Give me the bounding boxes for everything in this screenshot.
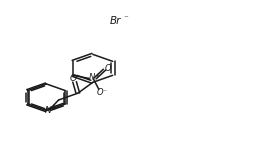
Text: ⁻: ⁻: [103, 87, 107, 96]
Text: +: +: [50, 103, 57, 112]
Text: N: N: [89, 73, 95, 82]
Text: N: N: [44, 106, 51, 115]
Text: O: O: [104, 64, 111, 73]
Text: O: O: [70, 74, 77, 83]
Text: O: O: [97, 88, 103, 97]
Text: +: +: [94, 73, 100, 78]
Text: Br: Br: [109, 16, 121, 26]
Text: ⁻: ⁻: [124, 14, 128, 24]
